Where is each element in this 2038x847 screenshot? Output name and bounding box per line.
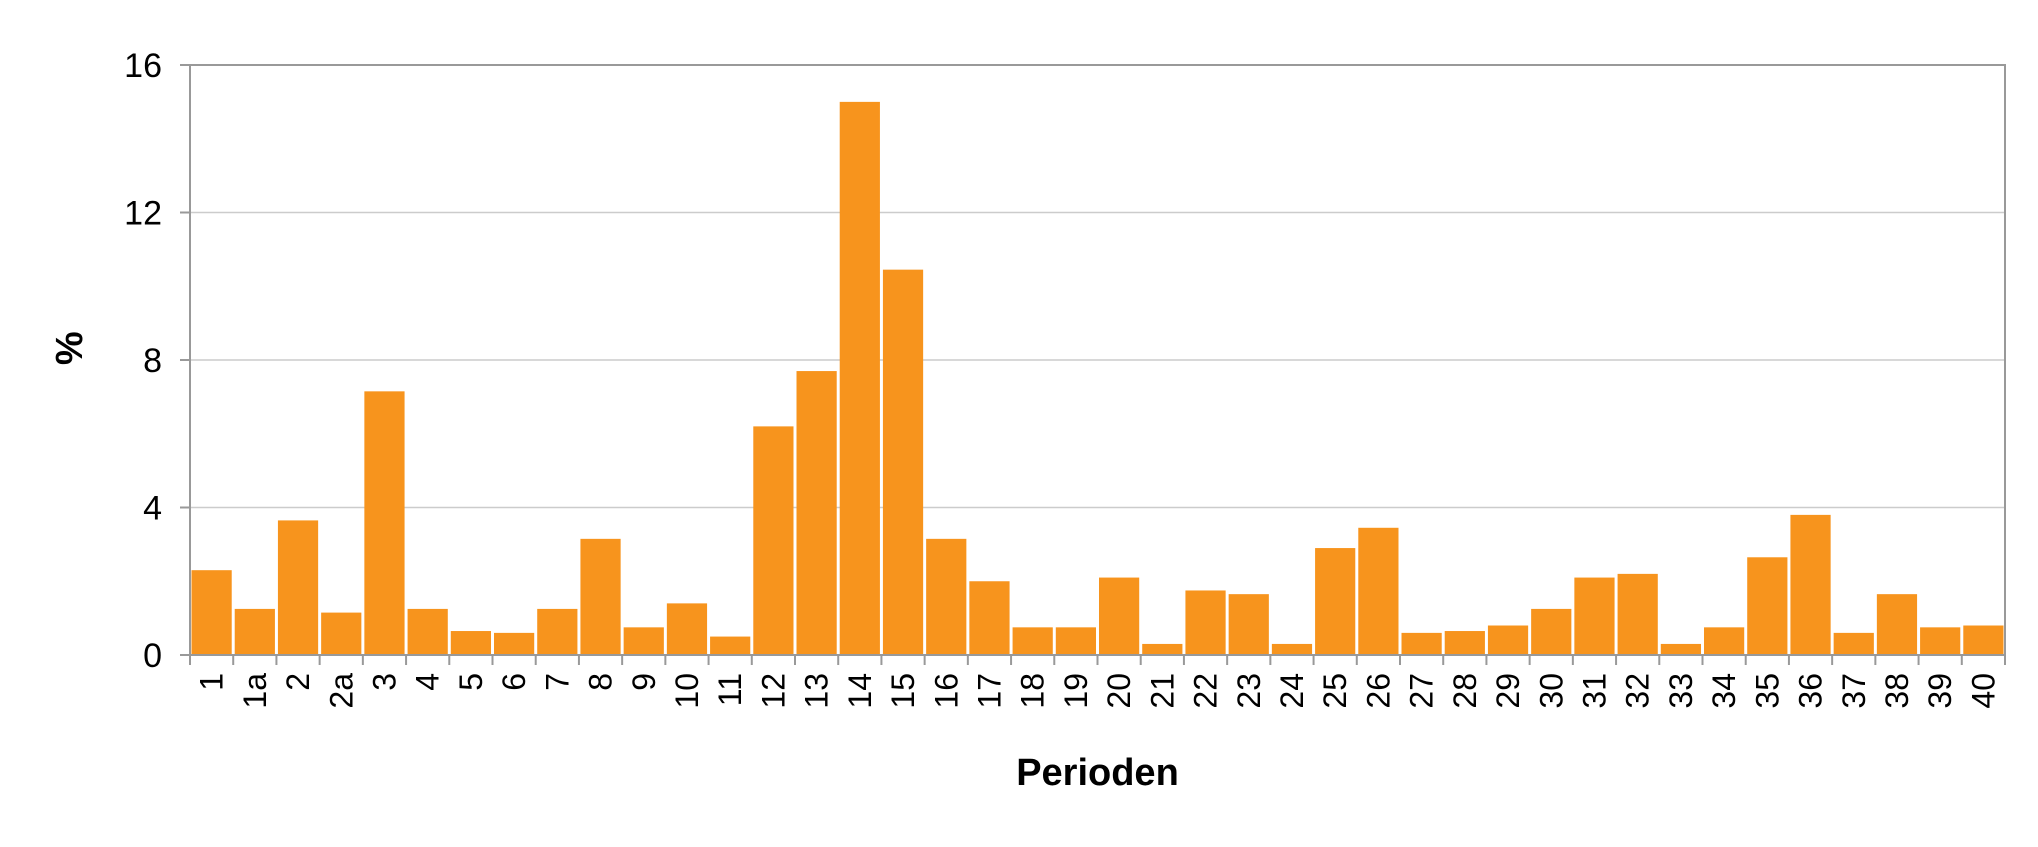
x-tick-label: 37 [1836,673,1872,709]
y-tick-label: 12 [124,195,162,233]
bar-13 [796,371,837,655]
x-tick-label: 2a [323,673,359,709]
bar-16 [926,538,967,655]
bar-32 [1617,573,1658,655]
x-tick-label: 27 [1404,673,1440,709]
x-tick-label: 34 [1706,673,1742,709]
bar-1 [191,570,232,655]
bar-36 [1790,514,1831,655]
x-tick-label: 11 [712,673,748,706]
bars [191,101,2004,655]
y-tick-labels: 0 4 8 12 16 [124,47,190,675]
x-tick-label: 24 [1274,673,1310,709]
x-tick-label: 13 [799,673,835,709]
bar-35 [1747,557,1788,655]
x-tick-label: 30 [1533,673,1569,709]
x-tick-label: 9 [626,673,662,691]
x-tick-label: 4 [410,673,446,691]
x-tick-labels: 1 1a 2 2a 3 4 5 6 7 8 9 10 11 12 13 14 15 16 17 18 19 20 21 22 2… [189,655,2006,709]
bar-39 [1920,627,1961,655]
x-tick-label: 15 [885,673,921,709]
bar-29 [1487,625,1529,655]
x-tick-label: 3 [366,673,402,691]
bar-23 [1228,594,1269,655]
x-tick-label: 1 [194,673,230,691]
bar-18 [1012,627,1053,655]
x-tick-label: 6 [496,673,532,691]
bar-4 [407,608,448,655]
bar-25 [1315,548,1356,655]
x-tick-label: 33 [1663,673,1699,709]
bar-38 [1876,594,1918,655]
bar-2 [277,520,319,655]
bar-12 [753,426,794,655]
y-tick-label: 8 [143,342,162,380]
x-tick-label: 2 [280,673,316,691]
x-tick-label: 29 [1490,673,1526,709]
x-tick-label: 32 [1620,673,1656,709]
bar-37 [1833,632,1874,655]
bar-17 [969,581,1010,655]
x-tick-label: 18 [1015,673,1051,709]
x-tick-label: 20 [1101,673,1137,709]
x-tick-label: 26 [1360,673,1396,709]
bar-40 [1963,625,2004,655]
x-tick-label: 10 [669,673,705,709]
bar-14 [839,101,880,655]
bar-21 [1142,643,1183,655]
x-tick-label: 5 [453,673,489,691]
bar-5 [450,631,491,655]
x-tick-label: 1a [237,673,273,709]
bar-1a [234,608,275,655]
y-tick-label: 16 [124,47,162,85]
bar-7 [537,608,578,655]
x-tick-label: 35 [1749,673,1785,709]
x-tick-label: 8 [583,673,619,691]
bar-9 [623,627,664,655]
x-axis-title: Perioden [1016,752,1179,794]
bar-30 [1531,608,1572,655]
x-tick-label: 36 [1793,673,1829,709]
x-tick-label: 25 [1317,673,1353,709]
bar-27 [1401,632,1442,655]
bar-34 [1704,627,1745,655]
bar-26 [1358,527,1399,655]
x-tick-label: 17 [971,673,1007,709]
x-tick-label: 12 [755,673,791,709]
grid-lines [190,211,2005,509]
bar-10 [666,603,708,655]
bar-3 [364,391,405,655]
x-tick-label: 7 [539,673,575,691]
bar-22 [1185,590,1226,655]
bar-8 [580,538,621,655]
x-tick-label: 14 [842,673,878,709]
bar-19 [1055,627,1096,655]
bar-6 [494,632,535,655]
x-tick-label: 39 [1922,673,1958,709]
y-tick-label: 4 [143,490,162,528]
bar-24 [1271,643,1313,655]
x-tick-label: 31 [1576,673,1612,709]
y-axis-title: % [49,331,91,365]
x-tick-label: 16 [928,673,964,709]
x-tick-label: 19 [1058,673,1094,709]
x-tick-label: 21 [1144,673,1180,709]
x-tick-label: 38 [1879,673,1915,709]
x-tick-label: 22 [1188,673,1224,709]
x-tick-label: 23 [1231,673,1267,709]
y-tick-label: 0 [143,637,162,675]
x-tick-label: 28 [1447,673,1483,709]
bar-31 [1574,577,1615,655]
bar-20 [1099,577,1140,655]
bar-28 [1444,631,1485,655]
bar-2a [321,612,362,655]
bar-15 [882,269,924,655]
bar-11 [710,636,751,655]
x-tick-label: 40 [1965,673,2001,709]
bar-33 [1660,643,1701,655]
